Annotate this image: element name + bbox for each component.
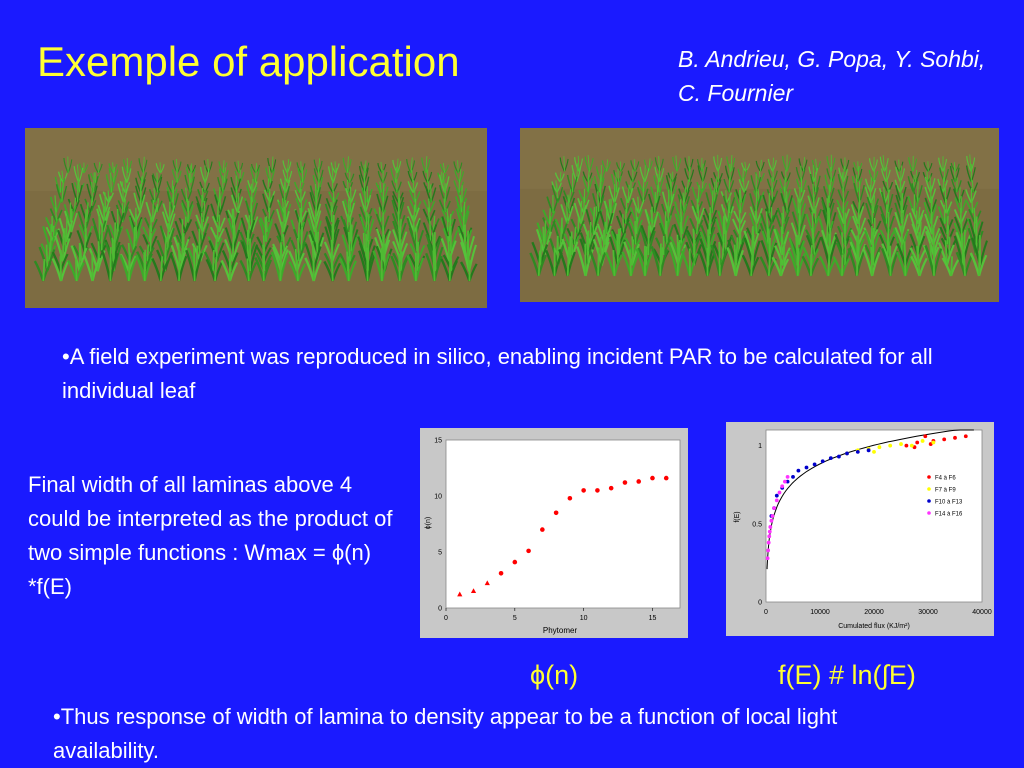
phi-caption: ϕ(n) [530, 660, 579, 690]
phi-chart-ytick: 15 [434, 438, 442, 445]
phi-chart-point [526, 548, 531, 554]
fe-chart-ytick: 1 [758, 443, 762, 450]
fe-chart-point [791, 475, 795, 479]
fe-chart-point [888, 443, 893, 448]
fe-chart-xtick: 0 [764, 609, 768, 616]
phi-chart-xtick: 10 [580, 615, 588, 622]
slide-title: Exemple of application [37, 38, 460, 85]
fe-chart-legend-label: F4 à F6 [935, 475, 956, 481]
phi-chart-point [498, 570, 504, 576]
fe-chart-legend-marker [927, 511, 931, 515]
fe-chart-point [765, 556, 770, 561]
phi-chart-point [595, 488, 600, 493]
phi-chart-ytick: 5 [438, 550, 442, 557]
phi-chart-xtick: 5 [513, 615, 517, 622]
fe-chart-point [783, 479, 787, 484]
fe-chart-point [923, 434, 928, 439]
fe-chart-point [785, 475, 790, 479]
fe-chart-point [899, 442, 903, 446]
fe-chart-legend-label: F14 à F16 [935, 511, 963, 517]
phi-chart-point [470, 588, 477, 593]
fe-chart-point [855, 449, 860, 454]
phi-chart-xtick: 15 [649, 615, 657, 622]
fe-chart-point [785, 479, 790, 484]
fe-chart-point [768, 525, 773, 529]
fe-chart-point [767, 529, 772, 534]
fe-chart-point [766, 548, 771, 553]
fe-chart-point [837, 454, 841, 459]
fe-chart-ytick: 0.5 [752, 521, 762, 528]
fe-chart-point [770, 514, 775, 518]
fe-chart-point [963, 434, 968, 439]
fe-chart-point [828, 456, 833, 461]
fe-chart-ytick: 0 [758, 600, 762, 607]
width-interpretation-text: Final width of all laminas above 4 could… [28, 472, 393, 599]
phi-chart-point [567, 495, 573, 501]
fe-chart-ylabel: f(E) [734, 511, 741, 522]
phi-chart-point [512, 559, 518, 565]
authors: B. Andrieu, G. Popa, Y. Sohbi, C. Fourni… [678, 46, 986, 106]
phi-chart-point [663, 475, 669, 481]
fe-chart-point [942, 437, 947, 442]
fe-caption: f(E) # ln(∫E) [778, 660, 916, 690]
fe-chart-xtick: 30000 [918, 609, 938, 616]
fe-chart-point [772, 506, 776, 511]
phi-chart-panel: 0 5 10 15 0 5 10 15 Phytomer ϕ(n) [420, 428, 688, 638]
fe-chart-legend-marker [927, 475, 931, 479]
fe-chart-point [904, 443, 909, 448]
plant-canopy [33, 156, 478, 282]
fe-chart-point [909, 443, 914, 448]
fe-chart-point [796, 468, 801, 473]
phi-chart-ylabel: ϕ(n) [425, 517, 432, 529]
plant-canopy [529, 154, 988, 277]
fe-chart-xlabel: Cumulated flux (KJ/m²) [838, 623, 910, 630]
fe-chart-legend-marker [927, 487, 931, 491]
fe-chart-point [920, 439, 925, 443]
bullet-conclusion: •Thus response of width of lamina to den… [53, 704, 838, 763]
fe-chart-point [953, 435, 957, 440]
phi-chart: 0 5 10 15 0 5 10 15 Phytomer ϕ(n) [420, 428, 688, 638]
bullet-field-experiment: •A field experiment was reproduced in si… [62, 344, 933, 403]
phi-chart-xtick: 0 [444, 615, 448, 622]
fe-chart-xtick: 10000 [810, 609, 830, 616]
fe-chart-point [820, 459, 825, 464]
fe-chart-point [931, 440, 936, 445]
phi-chart-point [650, 475, 655, 481]
phi-chart-point [636, 479, 642, 484]
phi-chart-point [608, 485, 614, 491]
canopy-image-right [520, 128, 999, 302]
fe-chart-legend-label: F7 à F9 [935, 487, 956, 493]
fe-chart-point [804, 465, 809, 470]
phi-chart-point [457, 591, 463, 597]
fe-chart-point [866, 448, 871, 453]
phi-chart-ytick: 0 [438, 606, 442, 613]
phi-chart-point [553, 510, 559, 516]
fe-chart-point [812, 462, 817, 467]
fe-chart-legend-marker [927, 499, 931, 503]
fe-chart-point [777, 490, 782, 495]
fe-chart-point [769, 518, 774, 523]
fe-chart-xtick: 20000 [864, 609, 884, 616]
fe-chart: 0 0.5 1 0 10000 20000 30000 40000 F4 à F6 F7 à F… [726, 422, 994, 636]
phi-chart-point [540, 527, 545, 532]
fe-chart-point [774, 498, 779, 503]
phi-chart-ytick: 10 [434, 494, 442, 501]
fe-chart-point [877, 445, 882, 450]
fe-chart-point [915, 440, 920, 445]
fe-chart-panel: 0 0.5 1 0 10000 20000 30000 40000 F4 à F6 F7 à F… [726, 422, 994, 636]
fe-chart-point [767, 534, 772, 539]
fe-chart-point [774, 493, 779, 498]
phi-chart-point [484, 580, 490, 586]
fe-chart-point [845, 451, 849, 456]
phi-chart-point [581, 488, 586, 493]
fe-chart-point [766, 540, 771, 545]
phi-chart-xlabel: Phytomer [543, 626, 578, 635]
phi-chart-point [622, 480, 628, 485]
fe-chart-point [780, 484, 785, 489]
fe-chart-legend-label: F10 à F13 [935, 499, 963, 505]
canopy-image-left [25, 128, 487, 308]
fe-chart-xtick: 40000 [972, 609, 992, 616]
fe-chart-point [872, 449, 876, 454]
